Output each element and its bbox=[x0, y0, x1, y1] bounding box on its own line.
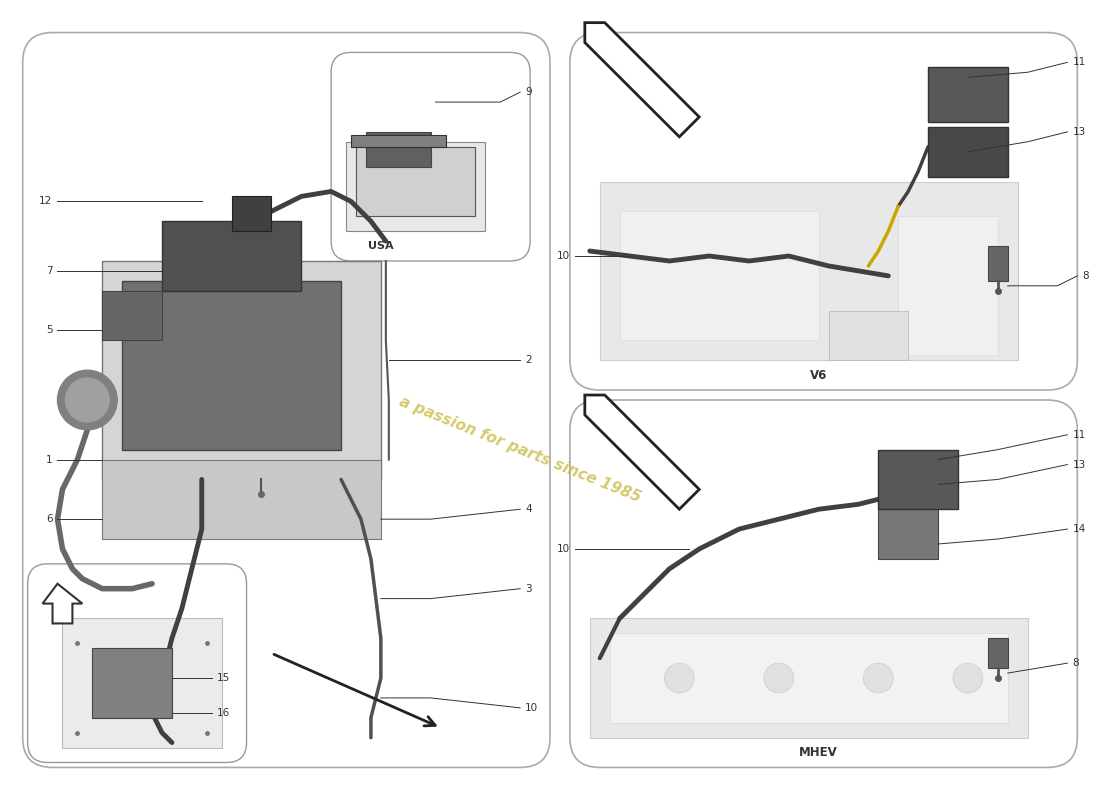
Bar bbox=[988, 638, 1008, 668]
Bar bbox=[366, 132, 430, 166]
Bar bbox=[92, 648, 172, 718]
Bar bbox=[102, 290, 162, 341]
Bar bbox=[162, 222, 301, 290]
Polygon shape bbox=[585, 395, 700, 510]
Text: 6: 6 bbox=[46, 514, 53, 524]
Bar bbox=[878, 510, 938, 559]
Bar bbox=[63, 618, 222, 747]
Text: EUROCARS: EUROCARS bbox=[621, 260, 877, 302]
FancyBboxPatch shape bbox=[570, 400, 1077, 767]
Bar bbox=[878, 450, 958, 510]
Circle shape bbox=[953, 663, 982, 693]
Text: 10: 10 bbox=[557, 544, 570, 554]
Polygon shape bbox=[585, 22, 700, 137]
Bar bbox=[988, 246, 1008, 281]
Circle shape bbox=[864, 663, 893, 693]
Bar bbox=[232, 197, 272, 231]
Bar bbox=[899, 216, 998, 355]
Text: 9: 9 bbox=[525, 87, 531, 97]
Text: 8: 8 bbox=[1072, 658, 1079, 668]
Bar bbox=[122, 281, 341, 450]
Bar bbox=[351, 135, 446, 146]
Text: 11: 11 bbox=[1072, 430, 1086, 440]
Bar bbox=[346, 142, 485, 231]
Text: 15: 15 bbox=[217, 673, 230, 683]
Bar bbox=[828, 310, 909, 360]
Text: 14: 14 bbox=[1072, 524, 1086, 534]
FancyBboxPatch shape bbox=[570, 33, 1077, 390]
Text: 2: 2 bbox=[525, 355, 531, 366]
Bar bbox=[928, 67, 1008, 122]
Circle shape bbox=[66, 378, 109, 422]
Circle shape bbox=[664, 663, 694, 693]
Circle shape bbox=[763, 663, 794, 693]
Bar bbox=[102, 261, 381, 479]
Text: 1: 1 bbox=[46, 454, 53, 465]
Polygon shape bbox=[43, 584, 82, 623]
Text: 16: 16 bbox=[217, 708, 230, 718]
Bar bbox=[619, 211, 818, 341]
Text: a passion for parts since 1985: a passion for parts since 1985 bbox=[397, 394, 644, 505]
Bar bbox=[356, 146, 475, 216]
Text: 4: 4 bbox=[525, 504, 531, 514]
Bar bbox=[590, 618, 1027, 738]
Text: 12: 12 bbox=[40, 196, 53, 206]
Text: V6: V6 bbox=[810, 369, 827, 382]
FancyBboxPatch shape bbox=[23, 33, 550, 767]
Text: 3: 3 bbox=[525, 584, 531, 594]
Text: 13: 13 bbox=[1072, 127, 1086, 137]
Bar bbox=[609, 634, 1008, 722]
Text: 7: 7 bbox=[46, 266, 53, 276]
Text: MHEV: MHEV bbox=[800, 746, 838, 759]
Text: USA: USA bbox=[368, 241, 394, 251]
FancyBboxPatch shape bbox=[331, 53, 530, 261]
Text: 10: 10 bbox=[557, 251, 570, 261]
FancyBboxPatch shape bbox=[28, 564, 246, 762]
Text: 5: 5 bbox=[46, 326, 53, 335]
Bar bbox=[600, 182, 1018, 360]
Text: 8: 8 bbox=[1082, 271, 1089, 281]
Bar bbox=[928, 127, 1008, 177]
Text: 10: 10 bbox=[525, 703, 538, 713]
Text: 11: 11 bbox=[1072, 58, 1086, 67]
Bar bbox=[102, 459, 381, 539]
Circle shape bbox=[57, 370, 118, 430]
Text: 13: 13 bbox=[1072, 459, 1086, 470]
